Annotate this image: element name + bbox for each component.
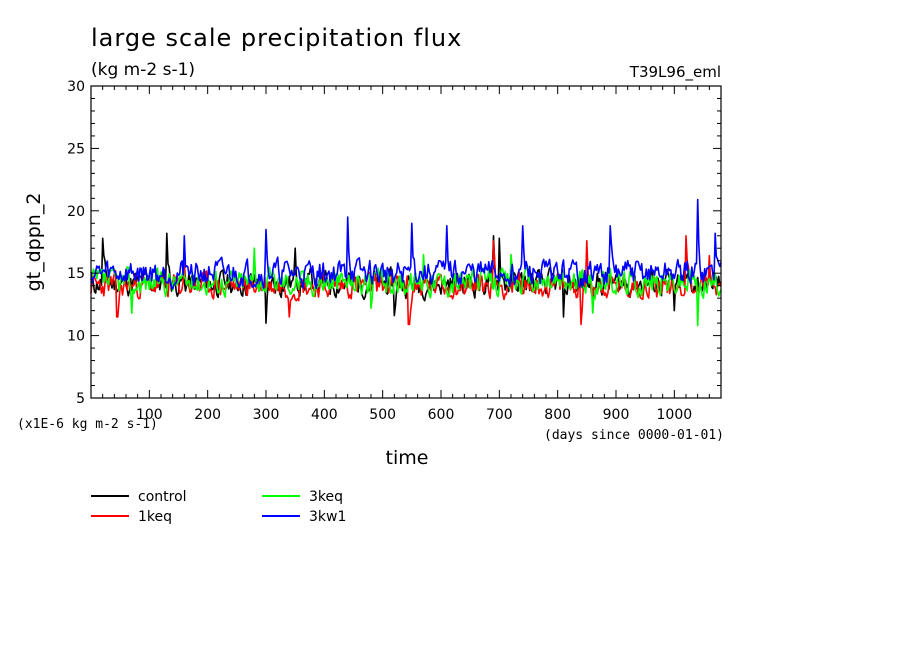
ticks-layer: 100 200 300 400 500 600 700 800 900 1000 5 10 15 20 25… [67,79,721,423]
chart-subtitle: (kg m-2 s-1) [91,60,195,80]
x-axis-label: time [386,447,429,469]
legend: control 1keq 3keq 3kw1 [91,489,346,525]
plot-frame [90,85,722,399]
x-tick-label: 800 [544,407,571,423]
chart-title: large scale precipitation flux [91,24,462,52]
x-tick-label: 1000 [657,407,693,423]
x-tick-label: 300 [253,407,280,423]
x-tick-label: 500 [369,407,396,423]
series-line-3kw1 [90,198,722,290]
x-tick-label: 400 [311,407,338,423]
legend-label-3keq: 3keq [309,489,343,505]
plot-area: 100 200 300 400 500 600 700 800 900 1000 5 10 15 20 25… [67,79,722,423]
legend-label-3kw1: 3kw1 [309,509,346,525]
y-tick-label: 5 [76,391,85,407]
series-line-3keq [90,247,722,327]
x-tick-label: 700 [486,407,513,423]
x-unit-note: (days since 0000-01-01) [544,428,724,443]
y-tick-label: 10 [67,329,85,345]
experiment-label: T39L96_eml [629,63,721,82]
series-layer [90,198,722,327]
legend-label-control: control [138,489,187,505]
y-tick-label: 20 [67,204,85,220]
legend-label-1keq: 1keq [138,509,172,525]
x-tick-label: 200 [194,407,221,423]
y-tick-label: 15 [67,266,85,282]
y-tick-label: 30 [67,79,85,95]
y-unit-note: (x1E-6 kg m-2 s-1) [17,417,158,432]
y-axis-label: gt_dppn_2 [23,193,45,292]
y-tick-label: 25 [67,141,85,157]
x-tick-label: 900 [603,407,630,423]
x-tick-label: 600 [428,407,455,423]
series-line-control [90,232,722,324]
x-tick-label: 100 [136,407,163,423]
